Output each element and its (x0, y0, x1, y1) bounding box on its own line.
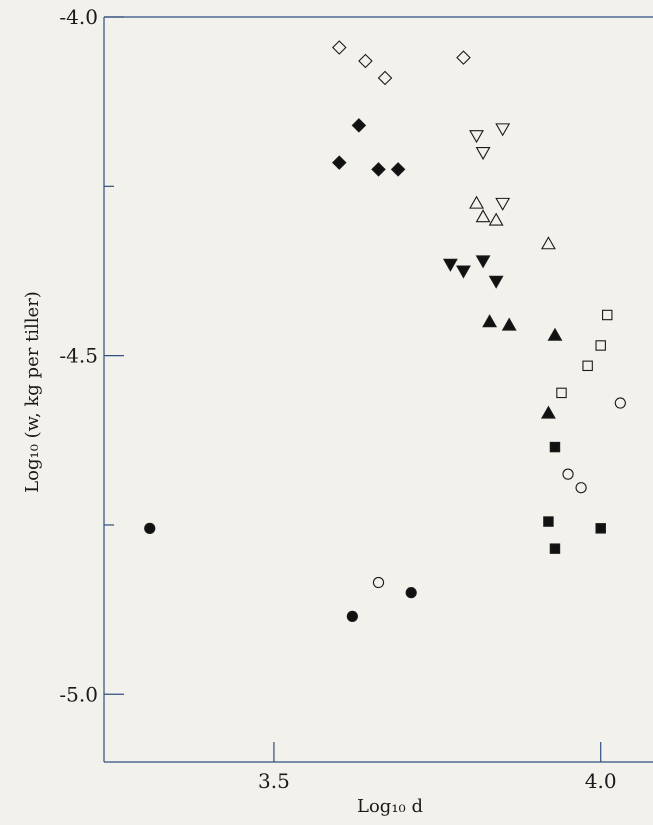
x-tick-label: 3.5 (258, 769, 290, 793)
data-point-circle-filled (405, 587, 417, 599)
data-point-triangle-down-open (495, 197, 511, 211)
data-point-square-filled (549, 441, 561, 453)
data-point-diamond-open (456, 50, 471, 65)
data-point-square-open (595, 340, 606, 351)
data-point-circle-open (562, 468, 574, 480)
data-point-triangle-down-filled (475, 255, 491, 269)
data-point-diamond-open (358, 53, 373, 69)
x-axis-title: Log₁₀ d (357, 796, 423, 817)
data-point-triangle-up-open (540, 236, 556, 250)
data-point-triangle-down-open (475, 147, 491, 161)
data-point-triangle-down-filled (442, 258, 458, 272)
data-point-triangle-up-filled (501, 317, 517, 331)
data-point-diamond-open (332, 40, 347, 55)
data-point-square-open (582, 360, 593, 372)
data-point-square-filled (595, 523, 606, 534)
data-point-triangle-up-filled (540, 405, 556, 419)
data-point-square-filled (549, 543, 561, 554)
axes (103, 16, 653, 763)
data-point-triangle-up-open (488, 212, 504, 226)
data-point-circle-filled (346, 610, 358, 623)
data-point-diamond-filled (351, 118, 367, 133)
data-point-diamond-filled (390, 162, 406, 177)
data-point-triangle-up-filled (482, 314, 498, 328)
y-tick-label: -4.0 (59, 5, 98, 29)
data-point-diamond-filled (371, 162, 386, 177)
data-point-triangle-up-filled (547, 327, 563, 341)
data-point-diamond-open (377, 70, 393, 86)
y-tick-label: -5.0 (59, 682, 98, 706)
data-point-square-open (556, 387, 567, 399)
axis-ticks: -4.0 -4.5 -5.0 3.5 4.0 (59, 5, 616, 793)
data-point-triangle-up-open (475, 209, 491, 223)
data-point-square-open (602, 309, 613, 321)
data-point-circle-open (575, 482, 587, 494)
data-point-triangle-down-open (469, 130, 484, 144)
data-point-circle-filled (144, 522, 156, 534)
data-point-triangle-down-open (495, 123, 511, 137)
y-tick-label: -4.5 (59, 344, 98, 368)
y-axis-title: Log₁₀ (w, kg per tiller) (22, 291, 43, 493)
data-point-circle-open (372, 576, 385, 589)
data-point-triangle-down-filled (488, 275, 504, 289)
x-tick-label: 4.0 (585, 769, 617, 793)
data-point-triangle-down-filled (456, 265, 471, 279)
data-point-circle-open (614, 397, 626, 409)
data-point-diamond-filled (332, 155, 347, 170)
data-points (144, 40, 626, 623)
data-point-triangle-up-open (469, 195, 484, 209)
data-point-square-filled (543, 516, 554, 527)
